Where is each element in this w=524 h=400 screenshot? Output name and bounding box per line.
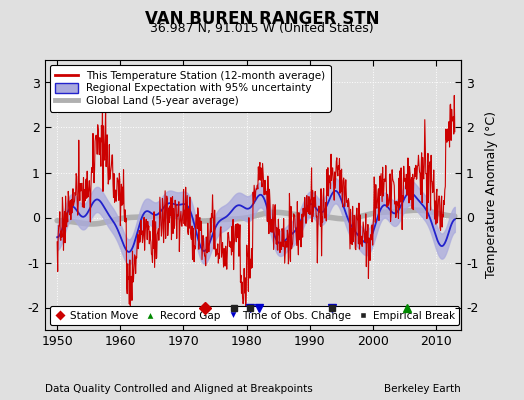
Text: Data Quality Controlled and Aligned at Breakpoints: Data Quality Controlled and Aligned at B… (45, 384, 312, 394)
Text: Berkeley Earth: Berkeley Earth (385, 384, 461, 394)
Legend: Station Move, Record Gap, Time of Obs. Change, Empirical Break: Station Move, Record Gap, Time of Obs. C… (50, 306, 459, 325)
Text: VAN BUREN RANGER STN: VAN BUREN RANGER STN (145, 10, 379, 28)
Y-axis label: Temperature Anomaly (°C): Temperature Anomaly (°C) (485, 112, 498, 278)
Text: 36.987 N, 91.015 W (United States): 36.987 N, 91.015 W (United States) (150, 22, 374, 35)
